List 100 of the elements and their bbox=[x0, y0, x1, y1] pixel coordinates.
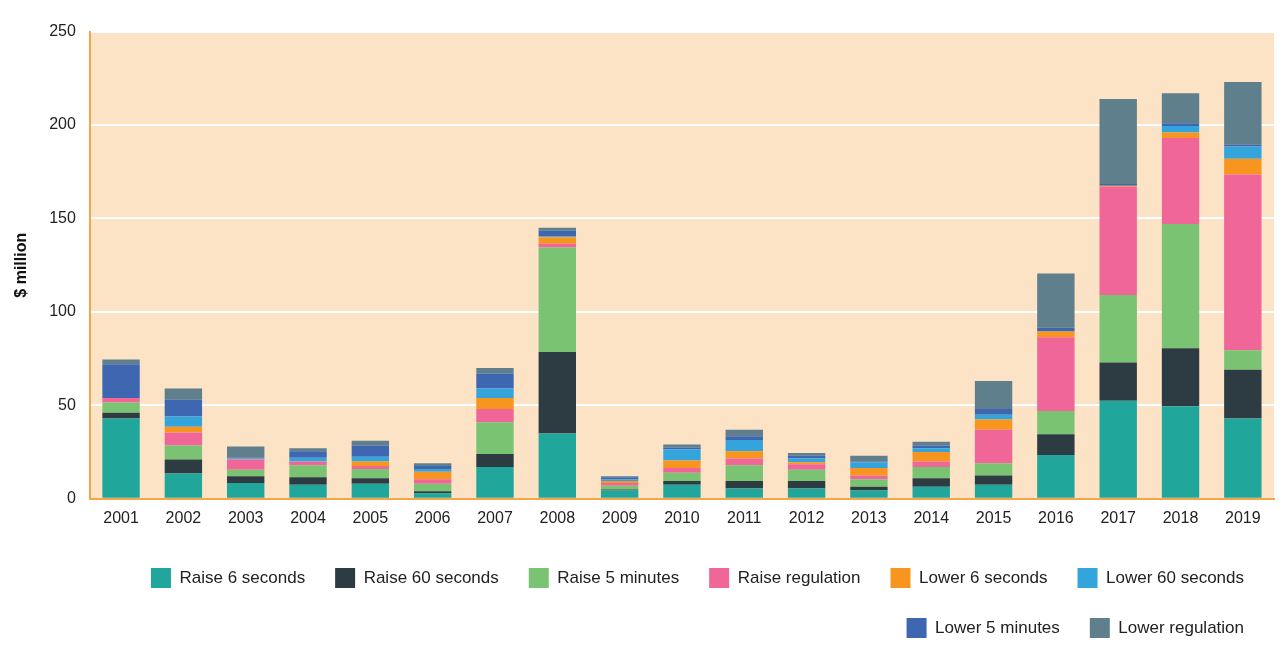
bar bbox=[725, 465, 763, 482]
bar bbox=[289, 448, 327, 452]
legend-label: Raise 60 seconds bbox=[363, 567, 499, 587]
bar bbox=[663, 472, 701, 482]
x-tick-label: 2004 bbox=[290, 508, 326, 526]
bar bbox=[351, 440, 390, 446]
bar bbox=[102, 412, 140, 419]
bar bbox=[663, 467, 701, 473]
bar bbox=[725, 451, 763, 459]
bar bbox=[1161, 93, 1200, 124]
y-axis-title: $ million bbox=[12, 232, 30, 298]
bar bbox=[974, 409, 1013, 415]
bar bbox=[850, 462, 888, 468]
bar bbox=[912, 486, 950, 498]
bar bbox=[725, 488, 763, 498]
bar bbox=[476, 397, 514, 410]
bar bbox=[850, 475, 888, 480]
bar bbox=[227, 459, 265, 470]
bar bbox=[912, 478, 950, 487]
bar bbox=[1161, 348, 1200, 407]
bar bbox=[102, 364, 140, 398]
bar bbox=[1037, 410, 1075, 435]
bar bbox=[413, 493, 452, 498]
bar bbox=[787, 464, 826, 470]
bar bbox=[1037, 331, 1075, 338]
y-tick-label: 200 bbox=[49, 115, 76, 133]
bar bbox=[663, 484, 701, 498]
bar bbox=[538, 237, 576, 244]
bar bbox=[164, 473, 203, 498]
bar bbox=[351, 461, 390, 467]
bar bbox=[1224, 369, 1262, 419]
bar bbox=[538, 352, 576, 434]
x-tick-label: 2016 bbox=[1038, 508, 1074, 526]
legend-label: Lower 6 seconds bbox=[919, 567, 1048, 587]
bar bbox=[912, 441, 950, 446]
bar bbox=[850, 455, 888, 462]
x-tick-label: 2008 bbox=[539, 508, 576, 526]
legend-label: Lower regulation bbox=[1118, 617, 1245, 637]
legend-label: Raise 5 minutes bbox=[557, 567, 680, 587]
y-tick-label: 50 bbox=[58, 395, 76, 413]
legend-label: Lower 5 minutes bbox=[935, 617, 1060, 637]
bar bbox=[1161, 123, 1200, 126]
bar bbox=[164, 416, 203, 427]
bar bbox=[787, 481, 826, 489]
bar bbox=[476, 453, 514, 468]
bar bbox=[476, 388, 514, 398]
bar bbox=[1099, 186, 1137, 296]
legend-label: Raise regulation bbox=[737, 567, 861, 587]
bar bbox=[1224, 82, 1262, 145]
x-tick-label: 2015 bbox=[975, 508, 1012, 526]
y-tick-label: 0 bbox=[66, 489, 76, 507]
bar bbox=[974, 475, 1013, 485]
bar bbox=[476, 367, 514, 374]
bar bbox=[227, 476, 265, 483]
bar bbox=[787, 469, 826, 482]
bar bbox=[538, 227, 576, 231]
bar bbox=[912, 452, 950, 462]
bar bbox=[538, 247, 576, 353]
legend-label: Raise 6 seconds bbox=[179, 567, 306, 587]
bar bbox=[974, 463, 1013, 476]
bar bbox=[974, 419, 1013, 430]
x-tick-label: 2007 bbox=[477, 508, 513, 526]
x-tick-label: 2002 bbox=[165, 508, 202, 526]
bar bbox=[289, 477, 327, 485]
bar bbox=[476, 467, 514, 498]
bar bbox=[725, 439, 763, 452]
bar bbox=[1037, 454, 1075, 498]
bar bbox=[476, 422, 514, 454]
x-tick-label: 2017 bbox=[1100, 508, 1137, 526]
bar bbox=[1037, 434, 1075, 455]
bar bbox=[1037, 337, 1075, 411]
bar bbox=[413, 471, 452, 480]
bar bbox=[1224, 158, 1262, 175]
x-tick-label: 2012 bbox=[788, 508, 825, 526]
bar bbox=[351, 445, 390, 457]
bar bbox=[476, 409, 514, 423]
bar bbox=[974, 429, 1013, 464]
bar bbox=[1037, 327, 1075, 332]
bar bbox=[413, 479, 452, 484]
x-tick-label: 2003 bbox=[227, 508, 264, 526]
bar bbox=[974, 484, 1013, 498]
x-tick-label: 2014 bbox=[913, 508, 950, 526]
bar bbox=[289, 461, 327, 466]
x-tick-label: 2013 bbox=[851, 508, 887, 526]
bar bbox=[912, 467, 950, 479]
y-tick-label: 250 bbox=[49, 22, 76, 40]
y-tick-label: 150 bbox=[49, 208, 76, 226]
bar bbox=[1224, 174, 1262, 351]
bar bbox=[725, 429, 763, 437]
bar bbox=[102, 402, 140, 413]
bar bbox=[663, 460, 701, 468]
legend-label: Lower 60 seconds bbox=[1106, 567, 1245, 587]
bar bbox=[1224, 350, 1262, 370]
bar bbox=[538, 433, 576, 498]
bar bbox=[725, 481, 763, 489]
x-tick-label: 2019 bbox=[1225, 508, 1261, 526]
bar bbox=[1099, 400, 1137, 498]
bar bbox=[725, 436, 763, 440]
bar bbox=[351, 483, 390, 498]
bar bbox=[1161, 224, 1200, 349]
